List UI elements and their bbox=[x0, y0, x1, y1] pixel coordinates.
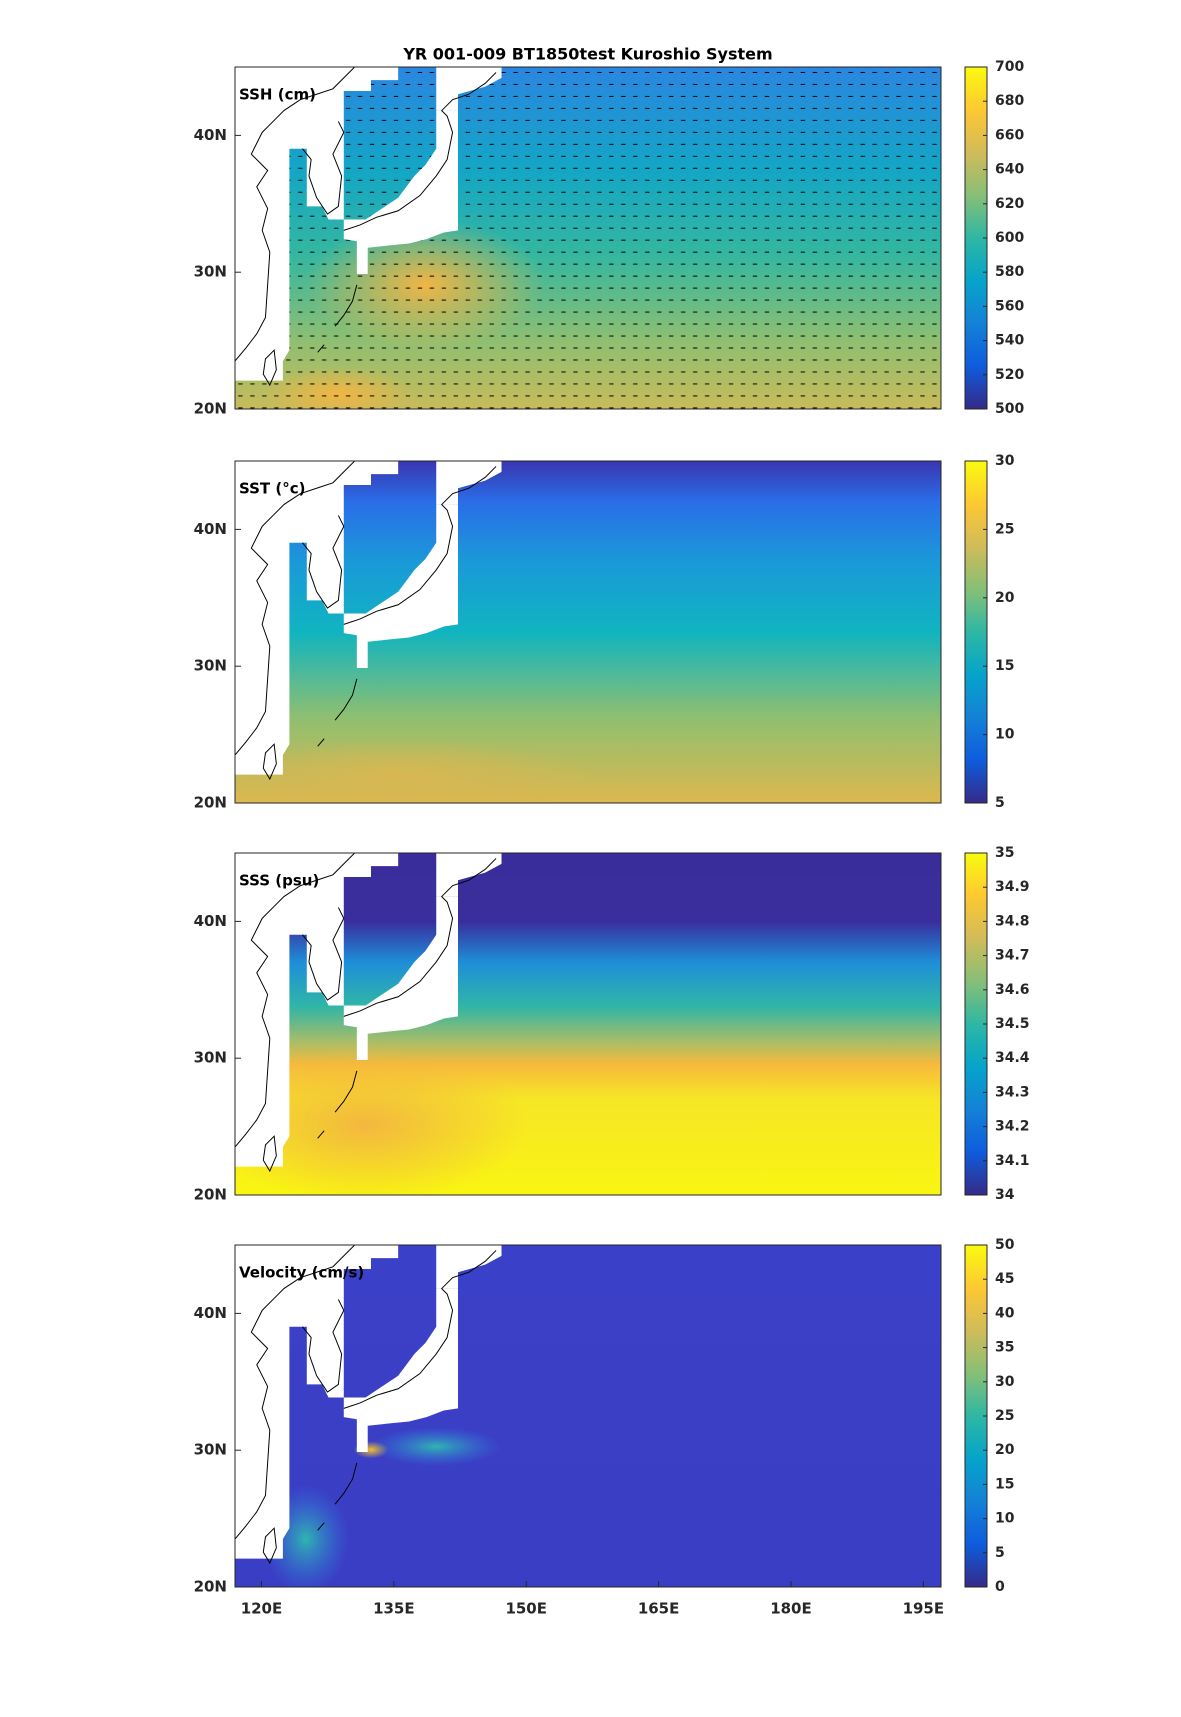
panel-label: SSH (cm) bbox=[239, 86, 316, 104]
colorbar-tick-label: 50 bbox=[995, 1237, 1015, 1253]
map-panel bbox=[235, 67, 941, 409]
colorbar-tick-label: 34.8 bbox=[995, 913, 1030, 929]
colorbar-tick-label: 34.6 bbox=[995, 982, 1030, 998]
colorbar-tick-label: 660 bbox=[995, 127, 1024, 143]
field-feature bbox=[235, 738, 594, 803]
colorbar-tick-label: 680 bbox=[995, 93, 1024, 109]
colorbar-tick-label: 34.5 bbox=[995, 1016, 1030, 1032]
panel-frame bbox=[234, 66, 942, 410]
x-tick-label: 135E bbox=[373, 1600, 415, 1618]
x-tick-label: 180E bbox=[770, 1600, 812, 1618]
field-feature bbox=[235, 1049, 529, 1195]
colorbar-tick-label: 10 bbox=[995, 727, 1015, 743]
colorbar-tick-label: 520 bbox=[995, 367, 1024, 383]
y-tick-label: 20N bbox=[194, 400, 227, 418]
figure-title: YR 001-009 BT1850test Kuroshio System bbox=[402, 45, 772, 64]
map-panel bbox=[235, 461, 941, 803]
colorbar-tick-label: 34.4 bbox=[995, 1050, 1030, 1066]
y-tick-label: 30N bbox=[194, 1441, 227, 1459]
colorbar-tick-label: 34.7 bbox=[995, 948, 1030, 964]
y-tick-label: 40N bbox=[194, 912, 227, 930]
colorbar bbox=[964, 460, 988, 804]
colorbar-tick-label: 25 bbox=[995, 521, 1014, 537]
colorbar-tick-label: 5 bbox=[995, 1545, 1005, 1561]
colorbar-tick-label: 35 bbox=[995, 1340, 1014, 1356]
panel-frame bbox=[234, 852, 942, 1196]
colorbar-tick-label: 40 bbox=[995, 1305, 1015, 1321]
colorbar-tick-label: 34.1 bbox=[995, 1153, 1030, 1169]
colorbar-tick-label: 30 bbox=[995, 453, 1015, 469]
map-panel bbox=[235, 1245, 941, 1587]
colorbar-tick-label: 15 bbox=[995, 1476, 1014, 1492]
colorbar-tick-label: 34.3 bbox=[995, 1084, 1030, 1100]
colorbar-tick-label: 20 bbox=[995, 1442, 1015, 1458]
map-content bbox=[235, 1245, 941, 1587]
panel-label: SSS (psu) bbox=[239, 872, 319, 890]
colorbar-tick-label: 600 bbox=[995, 230, 1024, 246]
colorbar-tick-label: 620 bbox=[995, 196, 1024, 212]
colorbar-tick-label: 34.9 bbox=[995, 879, 1030, 895]
x-tick-label: 165E bbox=[638, 1600, 680, 1618]
panel-frame bbox=[234, 1244, 942, 1588]
y-tick-label: 20N bbox=[194, 794, 227, 812]
colorbar-tick-label: 500 bbox=[995, 401, 1024, 417]
x-tick-label: 150E bbox=[505, 1600, 547, 1618]
field-feature bbox=[370, 1426, 502, 1467]
colorbar-tick-label: 15 bbox=[995, 658, 1014, 674]
colorbar-tick-label: 25 bbox=[995, 1408, 1014, 1424]
colorbar-tick-label: 0 bbox=[995, 1579, 1005, 1595]
colorbar-tick-label: 560 bbox=[995, 298, 1024, 314]
panel-label: Velocity (cm/s) bbox=[239, 1264, 364, 1282]
map-content bbox=[235, 853, 941, 1195]
colorbar-tick-label: 20 bbox=[995, 590, 1015, 606]
colorbar-tick-label: 45 bbox=[995, 1271, 1014, 1287]
y-tick-label: 40N bbox=[194, 1304, 227, 1322]
colorbar-tick-label: 10 bbox=[995, 1511, 1015, 1527]
map-content bbox=[235, 461, 941, 803]
y-tick-label: 40N bbox=[194, 520, 227, 538]
y-tick-label: 40N bbox=[194, 126, 227, 144]
colorbar-tick-label: 540 bbox=[995, 333, 1024, 349]
map-panel bbox=[235, 853, 941, 1195]
panel-frame bbox=[234, 460, 942, 804]
colorbar-tick-label: 5 bbox=[995, 795, 1005, 811]
colorbar-tick-label: 34.2 bbox=[995, 1119, 1030, 1135]
colorbar-tick-label: 35 bbox=[995, 845, 1014, 861]
colorbar-tick-label: 580 bbox=[995, 264, 1024, 280]
colorbar-tick-label: 34 bbox=[995, 1187, 1015, 1203]
y-tick-label: 30N bbox=[194, 1049, 227, 1067]
panel-label: SST (°c) bbox=[239, 480, 306, 498]
map-content bbox=[235, 67, 941, 409]
colorbar-tick-label: 30 bbox=[995, 1374, 1015, 1390]
x-tick-label: 195E bbox=[903, 1600, 945, 1618]
y-tick-label: 30N bbox=[194, 657, 227, 675]
x-tick-label: 120E bbox=[241, 1600, 283, 1618]
colorbar-tick-label: 700 bbox=[995, 59, 1024, 75]
y-tick-label: 30N bbox=[194, 263, 227, 281]
y-tick-label: 20N bbox=[194, 1578, 227, 1596]
y-tick-label: 20N bbox=[194, 1186, 227, 1204]
colorbar-tick-label: 640 bbox=[995, 162, 1024, 178]
